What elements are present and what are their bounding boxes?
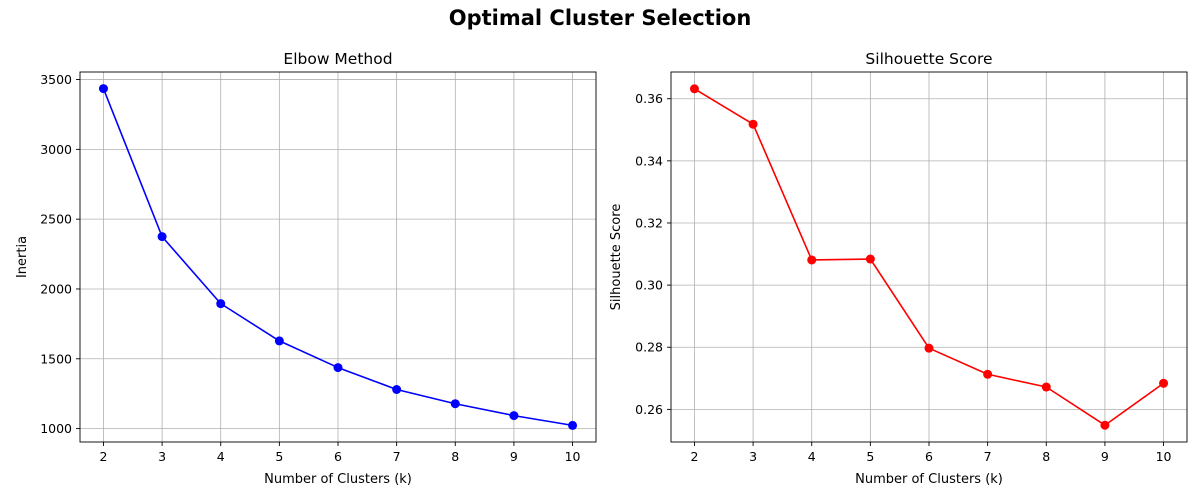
silhouette-point-k5 — [865, 254, 875, 264]
elbow-ytick-label-5: 3500 — [40, 72, 72, 87]
elbow-ytick-label-2: 2000 — [40, 281, 72, 296]
elbow-title: Elbow Method — [283, 50, 392, 68]
elbow-point-k4 — [216, 299, 226, 309]
silhouette-xtick-label-3: 5 — [866, 449, 874, 464]
elbow-xtick-label-6: 8 — [451, 449, 459, 464]
silhouette-point-k3 — [748, 119, 758, 129]
elbow-point-k9 — [509, 411, 519, 421]
silhouette-point-k9 — [1100, 420, 1110, 430]
silhouette-ytick-label-0: 0.26 — [635, 402, 663, 417]
elbow-ytick-label-0: 1000 — [40, 421, 72, 436]
silhouette-xtick-label-4: 6 — [925, 449, 933, 464]
elbow-ytick-label-4: 3000 — [40, 142, 72, 157]
elbow-point-k6 — [333, 363, 343, 373]
elbow-ylabel: Inertia — [15, 236, 30, 278]
elbow-ytick-label-1: 1500 — [40, 351, 72, 366]
elbow-point-k7 — [392, 385, 402, 395]
elbow-xtick-label-3: 5 — [275, 449, 283, 464]
elbow-point-k10 — [568, 420, 578, 430]
elbow-xtick-label-4: 6 — [334, 449, 342, 464]
elbow-xtick-label-1: 3 — [158, 449, 166, 464]
silhouette-ytick-label-4: 0.34 — [635, 153, 663, 168]
silhouette-xtick-label-7: 9 — [1101, 449, 1109, 464]
silhouette-point-k7 — [983, 369, 993, 379]
elbow-point-k5 — [274, 336, 284, 346]
silhouette-ytick-label-3: 0.32 — [635, 215, 663, 230]
silhouette-point-k10 — [1159, 378, 1169, 388]
elbow-xtick-label-7: 9 — [510, 449, 518, 464]
elbow-xtick-label-2: 4 — [217, 449, 225, 464]
elbow-xtick-label-5: 7 — [393, 449, 401, 464]
silhouette-point-k8 — [1041, 382, 1051, 392]
silhouette-xtick-label-6: 8 — [1042, 449, 1050, 464]
figure-suptitle: Optimal Cluster Selection — [448, 6, 752, 30]
silhouette-title: Silhouette Score — [865, 50, 992, 68]
silhouette-point-k2 — [689, 84, 699, 94]
silhouette-ytick-label-2: 0.30 — [635, 278, 663, 293]
elbow-point-k8 — [450, 399, 460, 409]
elbow-ytick-label-3: 2500 — [40, 212, 72, 227]
silhouette-xtick-label-2: 4 — [808, 449, 816, 464]
silhouette-ytick-label-1: 0.28 — [635, 340, 663, 355]
silhouette-ylabel: Silhouette Score — [609, 204, 624, 311]
silhouette-xtick-label-8: 10 — [1156, 449, 1172, 464]
elbow-chart: 2 3 4 5 6 7 8 9 10 1000 1500 2000 2500 3000 3500 Elbow … — [15, 50, 597, 487]
elbow-xtick-label-8: 10 — [565, 449, 581, 464]
elbow-xtick-label-0: 2 — [99, 449, 107, 464]
silhouette-point-k6 — [924, 343, 934, 353]
silhouette-chart: 2 3 4 5 6 7 8 9 10 0.26 0.28 0.30 0.32 0.34 0.36 Silhou… — [609, 50, 1188, 487]
silhouette-xtick-label-0: 2 — [690, 449, 698, 464]
silhouette-ytick-label-5: 0.36 — [635, 91, 663, 106]
elbow-point-k3 — [157, 232, 167, 242]
elbow-point-k2 — [98, 84, 108, 94]
silhouette-xtick-label-5: 7 — [984, 449, 992, 464]
silhouette-xlabel: Number of Clusters (k) — [855, 472, 1003, 487]
elbow-xlabel: Number of Clusters (k) — [264, 472, 412, 487]
silhouette-point-k4 — [807, 255, 817, 265]
silhouette-xtick-label-1: 3 — [749, 449, 757, 464]
